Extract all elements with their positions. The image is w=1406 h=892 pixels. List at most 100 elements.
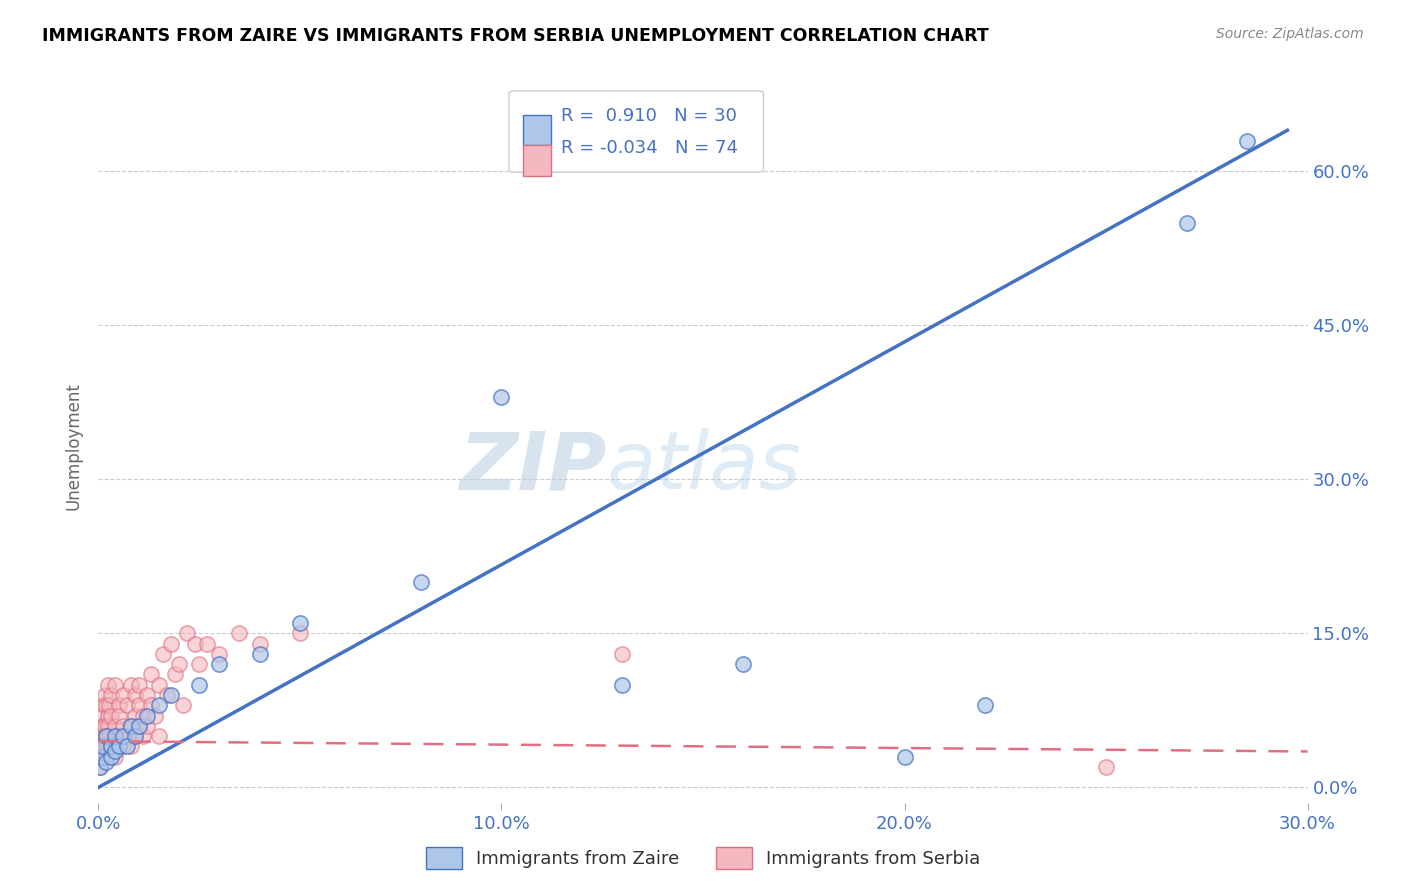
Point [91, 739, 114, 754]
Point [89, 760, 111, 774]
Point [249, 647, 271, 661]
Point [100, 749, 122, 764]
Point [89, 749, 111, 764]
Point [139, 698, 162, 713]
Point [103, 744, 125, 758]
Point [97, 708, 120, 723]
Text: Source: ZipAtlas.com: Source: ZipAtlas.com [1216, 27, 1364, 41]
Point [98, 698, 121, 713]
Point [97, 729, 120, 743]
Point [115, 729, 138, 743]
Point [128, 698, 150, 713]
Point [733, 657, 755, 672]
Point [612, 678, 634, 692]
Point [103, 719, 125, 733]
Point [90, 749, 112, 764]
Point [93, 729, 115, 743]
Point [115, 698, 138, 713]
Point [188, 678, 211, 692]
Text: IMMIGRANTS FROM ZAIRE VS IMMIGRANTS FROM SERBIA UNEMPLOYMENT CORRELATION CHART: IMMIGRANTS FROM ZAIRE VS IMMIGRANTS FROM… [42, 27, 988, 45]
Point [228, 626, 250, 640]
Point [491, 390, 513, 404]
Point [91, 708, 114, 723]
Text: R =  0.910   N = 30: R = 0.910 N = 30 [561, 107, 737, 126]
Point [160, 637, 183, 651]
Point [124, 688, 146, 702]
Point [89, 749, 111, 764]
Point [96, 755, 118, 769]
Point [120, 719, 142, 733]
Point [1236, 134, 1258, 148]
Point [89, 729, 111, 743]
Point [107, 739, 129, 754]
Point [288, 626, 311, 640]
Point [152, 647, 174, 661]
Point [93, 739, 115, 754]
Legend: Immigrants from Zaire, Immigrants from Serbia: Immigrants from Zaire, Immigrants from S… [419, 839, 987, 876]
Point [90, 719, 112, 733]
Point [100, 688, 122, 702]
Point [184, 637, 207, 651]
Point [96, 729, 118, 743]
Point [120, 719, 142, 733]
Point [89, 760, 111, 774]
Point [107, 708, 129, 723]
Point [91, 749, 114, 764]
Point [195, 637, 218, 651]
Point [94, 749, 117, 764]
Point [128, 719, 150, 733]
Point [120, 739, 142, 754]
Point [156, 688, 179, 702]
Point [148, 698, 170, 713]
Point [163, 667, 186, 681]
Point [148, 678, 170, 692]
Point [107, 698, 129, 713]
Point [103, 749, 125, 764]
Point [188, 657, 211, 672]
Point [167, 657, 190, 672]
Point [974, 698, 997, 713]
Point [176, 626, 198, 640]
Point [135, 708, 157, 723]
Point [135, 719, 157, 733]
Point [1095, 760, 1118, 774]
Point [172, 698, 194, 713]
Point [120, 678, 142, 692]
Point [160, 688, 183, 702]
Point [96, 739, 118, 754]
Point [128, 719, 150, 733]
Point [139, 667, 162, 681]
Point [94, 688, 117, 702]
Point [91, 739, 114, 754]
Point [128, 678, 150, 692]
Point [97, 719, 120, 733]
Y-axis label: Unemployment: Unemployment [65, 382, 83, 510]
Point [612, 647, 634, 661]
Point [143, 708, 166, 723]
Point [132, 729, 155, 743]
Point [96, 698, 118, 713]
Point [91, 719, 114, 733]
Point [103, 729, 125, 743]
Point [208, 657, 231, 672]
Point [100, 739, 122, 754]
Point [93, 698, 115, 713]
Point [288, 616, 311, 631]
Point [100, 708, 122, 723]
Point [89, 739, 111, 754]
Point [208, 647, 231, 661]
Point [90, 729, 112, 743]
Point [893, 749, 915, 764]
Point [111, 739, 134, 754]
Point [97, 678, 120, 692]
Point [111, 688, 134, 702]
Point [100, 739, 122, 754]
Point [148, 729, 170, 743]
Point [124, 729, 146, 743]
Text: atlas: atlas [606, 428, 801, 507]
Point [124, 729, 146, 743]
Point [94, 719, 117, 733]
Point [409, 575, 432, 590]
Point [103, 678, 125, 692]
Point [111, 719, 134, 733]
